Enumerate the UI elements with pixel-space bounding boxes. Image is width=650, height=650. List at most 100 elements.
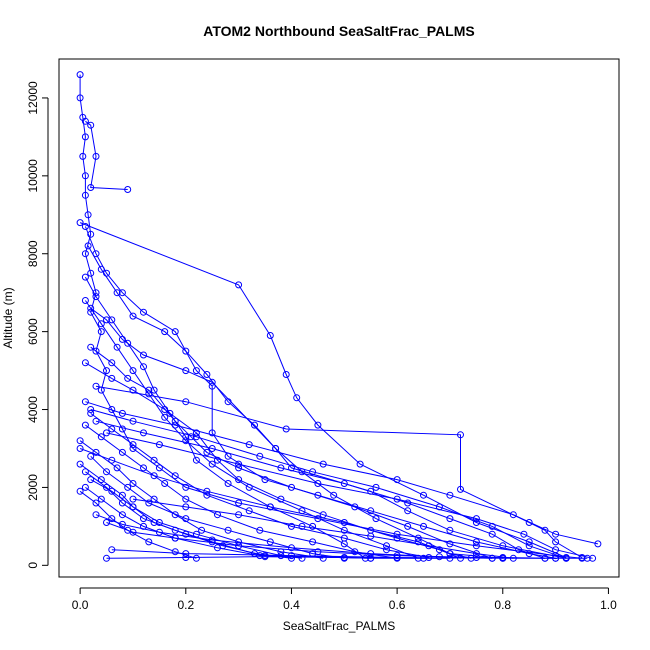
data-point [129,503,137,511]
data-point [288,552,295,560]
data-point [277,495,285,503]
data-point [108,316,116,324]
series-line [106,432,593,559]
series-line [84,226,556,559]
y-axis-label: Altitude (m) [1,287,15,348]
data-point [171,548,179,556]
data-point [383,542,390,550]
data-point [161,413,169,421]
data-point [472,542,480,550]
data-point [583,554,591,562]
data-point [124,339,132,347]
data-point [124,186,132,193]
data-point [435,553,443,561]
data-point [340,519,348,526]
data-point [140,429,147,437]
data-point [108,515,116,523]
data-point [515,546,523,554]
data-point [140,515,147,523]
data-point [118,491,126,499]
data-point [118,289,126,297]
data-point [129,367,137,375]
data-point [103,367,110,375]
data-point [499,542,507,550]
data-point [288,483,295,491]
series [129,495,517,562]
data-point [118,448,126,456]
data-point [457,431,464,439]
data-point [245,507,253,515]
series [81,223,560,562]
data-point [293,394,301,402]
plot-series [76,71,602,562]
data-point [594,540,602,548]
data-point [182,433,190,441]
data-point [87,184,95,191]
data-point [81,133,89,141]
data-point [129,445,137,452]
data-point [129,528,137,536]
data-point [92,499,100,507]
data-point [182,503,190,511]
data-point [76,219,84,227]
series [87,343,496,562]
data-point [208,382,216,390]
data-point [488,522,496,530]
data-point [81,117,89,125]
data-point [150,386,158,394]
series [87,409,433,561]
y-tick-label: 12000 [26,81,40,115]
x-tick-label: 0.0 [72,598,89,612]
data-point [81,273,89,281]
data-point [81,468,89,476]
data-point [235,511,243,519]
data-point [118,409,126,417]
data-point [76,460,84,468]
data-point [129,441,137,449]
series-line [85,401,599,545]
series-line [95,420,546,559]
data-point [488,554,496,562]
data-point [224,398,232,406]
series-line [85,362,503,559]
data-point [150,472,158,480]
data-point [87,406,95,413]
data-point [235,464,243,472]
plot-frame [58,58,620,578]
data-point [266,332,274,339]
data-point [81,297,89,304]
data-point [235,476,243,484]
data-point [87,409,95,417]
series-line [85,424,398,559]
data-point [203,491,211,499]
data-point [340,540,348,548]
data-point [509,511,517,519]
data-point [266,538,274,546]
data-point [251,421,258,429]
data-point [108,456,116,464]
x-axis-label: SeaSaltFrac_PALMS [283,619,396,633]
data-point [372,515,380,523]
data-point [198,526,206,534]
data-point [383,546,390,554]
data-point [288,522,295,530]
data-point [446,515,454,523]
x-tick-label: 1.0 [600,598,617,612]
data-point [145,390,153,398]
data-point [208,378,216,386]
data-point [192,456,200,464]
data-point [446,540,454,548]
data-point [182,367,190,375]
series [92,417,549,562]
data-point [367,550,375,558]
data-point [203,487,211,495]
data-point [224,480,232,487]
y-tick-label: 8000 [26,240,40,267]
data-point [108,546,116,554]
data-point [92,417,100,425]
data-point [420,554,427,562]
data-point [472,515,480,523]
series [81,273,369,562]
data-point [81,421,89,429]
